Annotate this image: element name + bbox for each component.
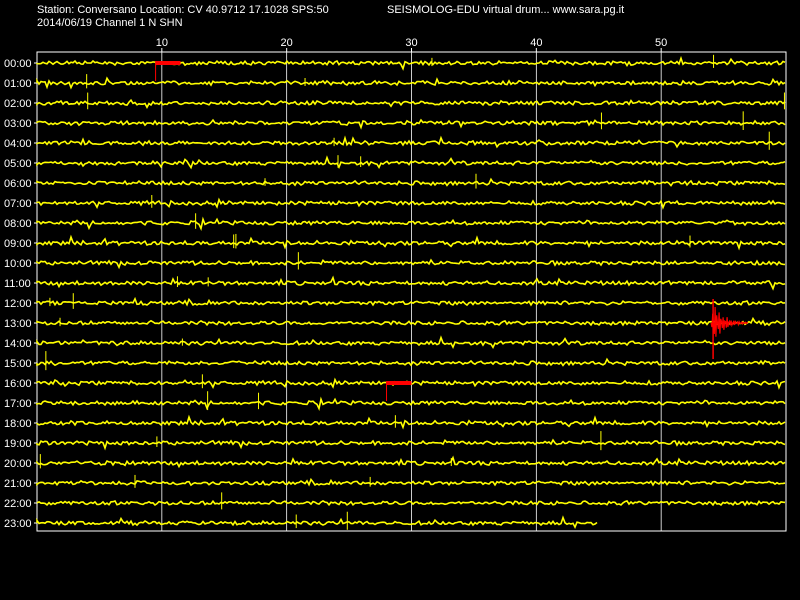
trace-2200 [36, 499, 786, 507]
event-marker-1 [155, 61, 181, 65]
hour-label-1500: 15:00 [4, 358, 32, 370]
hour-label-2100: 21:00 [4, 478, 32, 490]
trace-1200 [36, 296, 786, 307]
hour-label-0100: 01:00 [4, 78, 32, 90]
trace-1300 [36, 316, 786, 327]
hour-label-1000: 10:00 [4, 258, 32, 270]
grid-layer [34, 48, 787, 532]
hour-label-0000: 00:00 [4, 58, 32, 70]
trace-1000 [36, 258, 786, 270]
program-info-text: SEISMOLOG-EDU virtual drum... www.sara.p… [387, 4, 625, 16]
trace-0800 [36, 216, 786, 231]
x-tick-label-10: 10 [156, 37, 168, 49]
hour-label-0800: 08:00 [4, 218, 32, 230]
hour-label-1600: 16:00 [4, 378, 32, 390]
hour-label-2300: 23:00 [4, 518, 32, 530]
trace-0600 [36, 177, 786, 187]
event-marker-2 [386, 381, 412, 385]
trace-0200 [36, 98, 786, 109]
hour-label-1400: 14:00 [4, 338, 32, 350]
x-tick-label-40: 40 [530, 37, 542, 49]
trace-2000 [36, 455, 786, 469]
trace-1100 [36, 275, 786, 291]
trace-0700 [36, 197, 786, 210]
trace-0300 [36, 118, 786, 130]
hour-label-1100: 11:00 [4, 278, 31, 290]
x-tick-label-20: 20 [281, 37, 293, 49]
x-tick-label-30: 30 [405, 37, 417, 49]
trace-1900 [36, 438, 786, 451]
hour-label-0500: 05:00 [4, 158, 32, 170]
event-marker-3 [710, 306, 749, 337]
hour-label-0900: 09:00 [4, 238, 32, 250]
label-layer: 10 20 30 40 50 00:00 01:00 02:00 03:00 04:00 05:00… [4, 37, 667, 530]
hour-label-2000: 20:00 [4, 458, 32, 470]
trace-2100 [36, 477, 786, 487]
trace-2300 [36, 515, 598, 529]
x-tick-label-50: 50 [655, 37, 667, 49]
hour-label-1800: 18:00 [4, 418, 32, 430]
trace-1500 [36, 357, 786, 367]
hour-label-0700: 07:00 [4, 198, 32, 210]
hour-label-0400: 04:00 [4, 138, 32, 150]
hour-label-0300: 03:00 [4, 118, 32, 130]
hour-label-1200: 12:00 [4, 298, 32, 310]
trace-0000 [36, 55, 786, 71]
trace-0900 [36, 234, 786, 251]
hour-label-0200: 02:00 [4, 98, 32, 110]
hour-label-1700: 17:00 [4, 398, 32, 410]
hour-label-1300: 13:00 [4, 318, 32, 330]
station-info-text: Station: Conversano Location: CV 40.9712… [37, 4, 329, 16]
trace-0100 [36, 76, 786, 90]
trace-layer [36, 54, 786, 530]
trace-1800 [36, 414, 786, 430]
hour-label-0600: 06:00 [4, 178, 32, 190]
trace-0500 [36, 155, 786, 170]
trace-1700 [36, 396, 786, 411]
hour-label-1900: 19:00 [4, 438, 32, 450]
trace-0400 [36, 135, 786, 149]
hour-label-2200: 22:00 [4, 498, 32, 510]
trace-1400 [36, 335, 786, 350]
date-channel-text: 2014/06/19 Channel 1 N SHN [37, 17, 183, 29]
